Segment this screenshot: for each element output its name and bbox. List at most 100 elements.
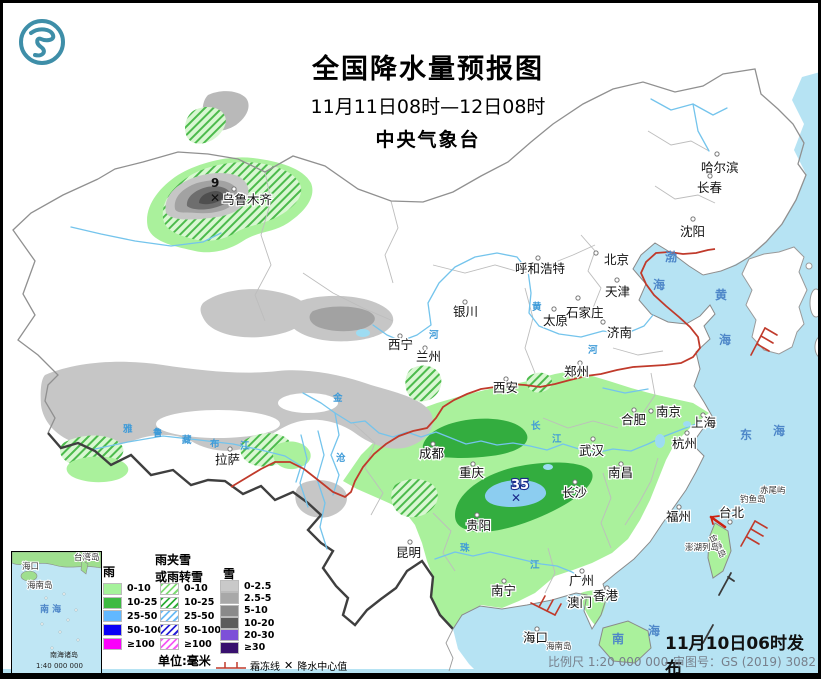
legend-snow-rows: 0-2.5 2.5-5 5-10 10-20 20-30 ≥30 bbox=[220, 580, 274, 654]
legend-row: 25-50 bbox=[103, 610, 164, 624]
city-label: 成都 bbox=[419, 446, 445, 461]
city-label: 石家庄 bbox=[566, 305, 604, 320]
legend-swatch bbox=[103, 624, 122, 637]
river-label: 黄 bbox=[532, 301, 542, 313]
precip-center-icon: ✕ bbox=[210, 191, 220, 205]
agency-name: 中央气象台 bbox=[375, 129, 481, 151]
legend-row: 5-10 bbox=[220, 604, 274, 617]
river-label: 河 bbox=[588, 344, 598, 356]
legend-range-label: ≥100 bbox=[184, 638, 212, 650]
island-label: 赤尾屿 bbox=[760, 486, 786, 496]
frost-line-icon bbox=[216, 661, 246, 669]
city-label: 郑州 bbox=[564, 364, 589, 379]
city-label: 长沙 bbox=[562, 485, 588, 500]
city-dot bbox=[648, 408, 654, 414]
city-label: 广州 bbox=[569, 573, 594, 588]
legend-swatch bbox=[103, 638, 122, 651]
japan-island bbox=[809, 288, 818, 318]
city-label: 合肥 bbox=[621, 412, 647, 427]
city-label: 南昌 bbox=[608, 465, 633, 480]
legend-range-label: 25-50 bbox=[184, 610, 215, 622]
city-label: 乌鲁木齐 bbox=[222, 192, 273, 207]
city-dot bbox=[397, 333, 403, 339]
river-label: 布 bbox=[209, 438, 220, 450]
precipitation-center-values: 9✕35✕ bbox=[210, 176, 530, 505]
city-dot bbox=[590, 436, 596, 442]
city-label: 太原 bbox=[543, 313, 568, 328]
legend-unit: 单位:毫米 bbox=[158, 654, 211, 668]
city-dot bbox=[501, 578, 507, 584]
frost-line-label: 霜冻线 bbox=[250, 662, 280, 673]
legend-range-label: ≥30 bbox=[244, 642, 266, 654]
city-label: 拉萨 bbox=[215, 452, 240, 467]
city-label: 西宁 bbox=[388, 337, 413, 352]
wind-barb-icon bbox=[530, 595, 562, 616]
legend-row: 0-10 bbox=[160, 582, 221, 596]
wind-barb-icon bbox=[740, 520, 768, 547]
inset-islands-label: 南海诸岛 bbox=[50, 650, 78, 659]
river-label: 江 bbox=[530, 559, 540, 571]
legend-row: 2.5-5 bbox=[220, 592, 274, 605]
island-label: 钓鱼岛 bbox=[740, 494, 766, 505]
taiwan-island bbox=[707, 522, 732, 579]
river-labels: 黄河河长江珠江雅 鲁藏布江金沧 bbox=[122, 301, 598, 571]
city-label: 昆明 bbox=[396, 545, 421, 560]
page-title: 全国降水量预报图 bbox=[312, 54, 544, 85]
legend-row: 10-25 bbox=[103, 596, 164, 610]
sea-label: 海 bbox=[653, 277, 665, 292]
legend-range-label: 0-10 bbox=[184, 583, 208, 595]
legend-sleet-header: 雨夹雪 bbox=[155, 553, 192, 567]
river-label: 金 bbox=[332, 392, 343, 404]
city-label: 哈尔滨 bbox=[701, 160, 739, 175]
inset-haikou-label: 海口 bbox=[22, 561, 39, 572]
forecast-period: 11月11日08时—12日08时 bbox=[310, 96, 546, 118]
legend-range-label: 0-2.5 bbox=[244, 580, 272, 592]
legend-swatch bbox=[220, 604, 239, 617]
city-dot bbox=[474, 512, 480, 518]
city-dot bbox=[462, 299, 468, 305]
river-label: 雅 bbox=[122, 423, 133, 435]
legend-row: 50-100 bbox=[103, 623, 164, 637]
legend-symbols: 霜冻线 ✕ 降水中心值 bbox=[216, 658, 347, 673]
frost-line bbox=[230, 249, 715, 499]
sea-label: 海 bbox=[648, 623, 660, 638]
legend-range-label: 25-50 bbox=[127, 610, 158, 622]
legend-swatch bbox=[220, 592, 239, 605]
city-dot bbox=[631, 407, 637, 413]
wind-barb-icon bbox=[750, 327, 778, 356]
sea-label: 东 bbox=[740, 427, 752, 442]
legend-row: 10-20 bbox=[220, 617, 275, 630]
legend-swatch bbox=[220, 580, 239, 593]
city-dot bbox=[231, 186, 237, 192]
legend-row: 50-100 bbox=[160, 623, 221, 637]
legend-panel: 雨 0-10 10-25 25-50 50-100 ≥100 雨夹雪 或雨转雪 0-10… bbox=[98, 551, 368, 673]
map-scale: 比例尺 1:20 000 000 bbox=[548, 655, 669, 669]
legend-swatch bbox=[160, 610, 179, 623]
legend-swatch bbox=[160, 624, 179, 637]
inset-sea-label: 南 海 bbox=[40, 603, 61, 615]
legend-range-label: ≥100 bbox=[127, 638, 155, 650]
korea-landmass bbox=[741, 246, 808, 355]
legend-range-label: 10-20 bbox=[244, 617, 275, 629]
city-dot bbox=[422, 345, 428, 351]
legend-row: ≥100 bbox=[160, 637, 221, 651]
city-dot bbox=[600, 319, 606, 325]
legend-swatch bbox=[160, 582, 179, 595]
city-dot bbox=[227, 446, 233, 452]
legend-row: ≥30 bbox=[220, 641, 274, 654]
city-label: 海口 bbox=[523, 630, 548, 645]
legend-snow-header: 雪 bbox=[223, 567, 236, 581]
city-dot bbox=[707, 173, 713, 179]
city-label: 香港 bbox=[593, 588, 619, 603]
river-label: 沧 bbox=[336, 452, 346, 464]
legend-sleet-header2: 或雨转雪 bbox=[155, 570, 204, 584]
river-label: 藏 bbox=[182, 434, 192, 446]
city-dot bbox=[700, 412, 706, 418]
city-dot bbox=[470, 461, 476, 467]
legend-range-label: 20-30 bbox=[244, 629, 275, 641]
city-label: 上海 bbox=[691, 415, 717, 430]
city-dot bbox=[714, 151, 720, 157]
